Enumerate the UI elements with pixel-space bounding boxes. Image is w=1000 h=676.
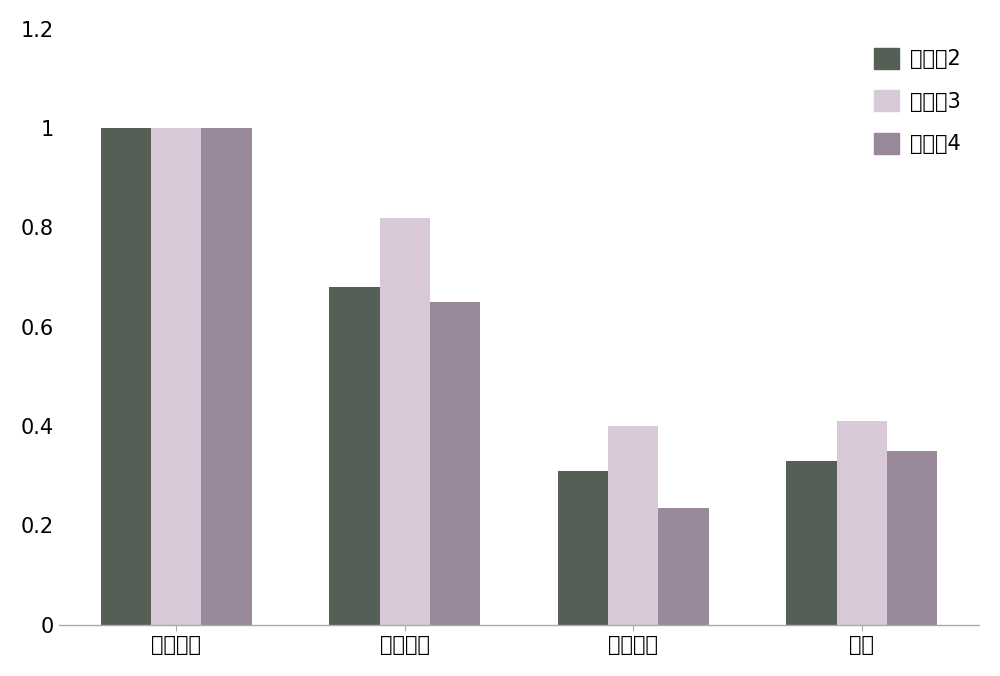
Bar (329, 287, 380, 625)
Bar (887, 451, 937, 625)
Bar (380, 218, 430, 625)
Legend: 外显割2, 外显割3, 外显割4: 外显割2, 外显割3, 外显割4 (866, 39, 969, 163)
Bar (608, 426, 658, 625)
Bar (786, 461, 837, 625)
Bar (201, 128, 252, 625)
Bar (151, 128, 201, 625)
Bar (101, 128, 151, 625)
Bar (430, 302, 480, 625)
Bar (837, 421, 887, 625)
Bar (558, 470, 608, 625)
Bar (658, 508, 709, 625)
